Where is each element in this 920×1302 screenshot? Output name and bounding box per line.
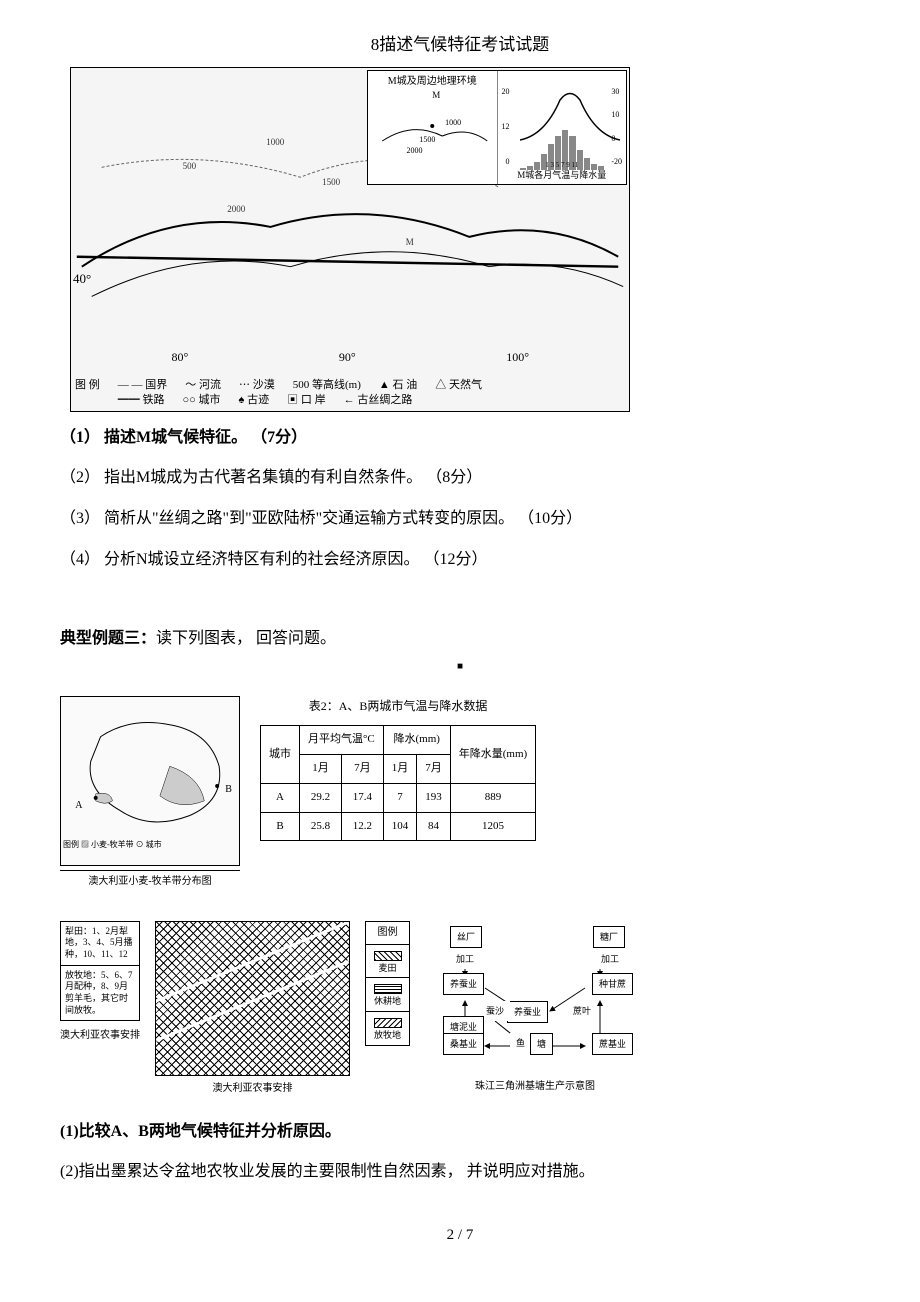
hatched-caption: 澳大利亚农事安排 [155,1080,350,1098]
label-a: A [75,797,82,815]
flow-node: 糖厂 [593,926,625,948]
legend-item: — — 国界 [118,378,168,393]
flow-label: 鱼 [510,1033,531,1053]
section-label: 典型例题三： [60,630,156,647]
hatched-field-diagram [155,921,350,1076]
contour-label: 1000 [266,134,284,150]
aus-caption: 澳大利亚小麦-牧羊带分布图 [60,870,240,891]
flow-diagram: 丝厂 加工 糖厂 加工 养蚕业 种甘蔗 养蚕业 蚕沙 蔗叶 塘泥业 桑基业 鱼 … [425,921,645,1086]
flow-node: 养蚕业 [507,1001,548,1023]
th-jan: 1月 [300,754,342,783]
legend-item: △ 天然气 [435,378,482,393]
question-4: （4） 分析N城设立经济特区有利的社会经济原因。 （12分） [60,546,860,575]
flow-caption: 珠江三角洲基塘生产示意图 [425,1078,645,1096]
latitude-label: 40° [73,267,91,290]
flow-node: 桑基业 [443,1033,484,1055]
schedule-caption: 澳大利亚农事安排 [60,1027,140,1045]
field-legend: 图例 麦田 休耕地 放牧地 [365,921,410,1046]
map-legend: 图 例 — — 国界 ～ 河流 ⋯ 沙漠 500 等高线(m) ▲ 石 油 △ … [75,378,625,409]
flow-node: 种甘蔗 [592,973,633,995]
section-text: 读下列图表， 回答问题。 [156,630,336,647]
table-row: A29.217.4 7193889 [261,783,536,812]
question-3: （3） 简析从"丝绸之路"到"亚欧陆桥"交通运输方式转变的原因。 （10分） [60,505,860,534]
schedule-box: 犁田：1、2月犁地，3、4、5月播种，10、11、12 放牧地：5、6、7月配种… [60,921,140,1022]
schedule-cell: 放牧地：5、6、7月配种，8、9月剪羊毛，其它时间放牧。 [61,966,139,1021]
th-temp: 月平均气温°C [300,726,384,755]
marker-m: M [406,234,414,250]
inset-box: M城及周边地理环境 M 1000 1500 2000 20 12 0 30 10 [367,70,627,185]
figure-row-1: A B 图例 ▨ 小麦-牧羊带 ⊙ 城市 澳大利亚小麦-牧羊带分布图 表2：A、… [60,696,860,891]
legend-header: 图例 [366,922,409,945]
page-title: 8描述气候特征考试试题 [60,30,860,61]
longitude-label: 100° [506,347,529,369]
legend-item: ━━ 铁路 [118,393,165,408]
legend-item: ← 古丝绸之路 [344,393,413,408]
flow-label: 蔗叶 [567,1001,597,1021]
legend-item: 麦田 [366,945,409,979]
flow-node: 蔗基业 [592,1033,633,1055]
y-tick: 20 [502,85,510,99]
flow-node: 塘 [530,1033,553,1055]
legend-item: ～ 河流 [185,378,221,393]
label-b: B [225,781,232,799]
flow-label: 加工 [450,949,480,969]
inset-caption: M城各月气温与降水量 [498,167,627,183]
contour-label: 2000 [227,201,245,217]
contour-label: 1500 [322,174,340,190]
climate-chart: 20 12 0 30 10 0 -20 [502,85,623,170]
th-city: 城市 [261,726,300,784]
legend-title: 图 例 [75,378,100,393]
figure-row-2: 犁田：1、2月犁地，3、4、5月播种，10、11、12 放牧地：5、6、7月配种… [60,921,860,1098]
table-caption: 表2：A、B两城市气温与降水数据 [260,696,536,718]
flow-label: 蚕沙 [480,1001,510,1021]
question-1: （1） 描述M城气候特征。 （7分） [60,424,860,453]
longitude-label: 80° [171,347,188,369]
aus-legend: 图例 ▨ 小麦-牧羊带 ⊙ 城市 [63,838,162,852]
th-jul: 7月 [341,754,383,783]
table-row: B25.812.2 104841205 [261,812,536,841]
flow-label: 加工 [595,949,625,969]
legend-item: ⋯ 沙漠 [239,378,275,393]
temp-curve [520,85,620,145]
schedule-cell: 犁田：1、2月犁地，3、4、5月播种，10、11、12 [61,922,139,966]
climate-table: 城市 月平均气温°C 降水(mm) 年降水量(mm) 1月 7月 1月 7月 A… [260,725,536,841]
section-heading: 典型例题三：读下列图表， 回答问题。 ■ [60,625,860,676]
page-number: 2 / 7 [60,1222,860,1249]
question-2-1: (1)比较A、B两地气候特征并分析原因。 [60,1118,860,1147]
question-2-2: (2)指出墨累达令盆地农牧业发展的主要限制性自然因素， 并说明应对措施。 [60,1158,860,1187]
australia-svg [71,707,229,835]
legend-item: ▣ 口 岸 [287,393,326,408]
dot-marker: ■ [60,658,860,676]
contour-label: 500 [183,158,197,174]
flow-node: 丝厂 [450,926,482,948]
flow-node: 养蚕业 [443,973,484,995]
th-annual: 年降水量(mm) [450,726,535,784]
y-tick: 12 [502,120,510,134]
th-jul: 7月 [417,754,451,783]
australia-map: A B 图例 ▨ 小麦-牧羊带 ⊙ 城市 [60,696,240,866]
legend-item: 500 等高线(m) [293,378,361,393]
legend-item: ▲ 石 油 [379,378,417,393]
legend-item: 放牧地 [366,1012,409,1045]
th-jan: 1月 [383,754,417,783]
legend-item: ○○ 城市 [183,393,221,408]
th-precip: 降水(mm) [383,726,450,755]
map-figure: 500 1000 1500 2000 M 40° 80° 90° 100° M城… [70,67,630,412]
question-2: （2） 指出M城成为古代著名集镇的有利自然条件。 （8分） [60,464,860,493]
legend-item: 休耕地 [366,978,409,1012]
longitude-label: 90° [339,347,356,369]
legend-item: ♠ 古迹 [239,393,270,408]
